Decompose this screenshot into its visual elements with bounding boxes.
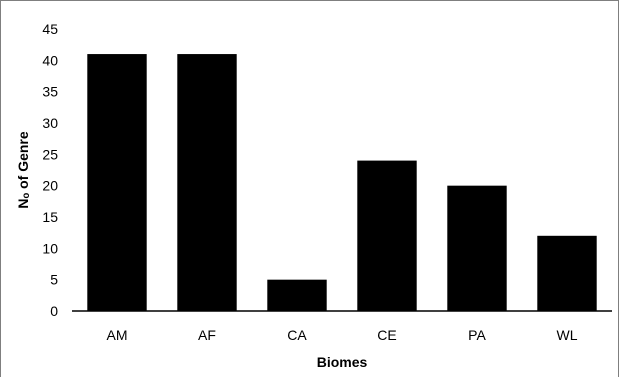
y-tick-label: 35: [42, 84, 58, 100]
x-tick-label: PA: [468, 327, 486, 343]
bars: [87, 54, 597, 312]
x-axis-title: Biomes: [317, 354, 368, 370]
bar-am: [87, 54, 147, 312]
y-tick-label: 30: [42, 115, 58, 131]
x-tick-label: CE: [377, 327, 396, 343]
y-axis-title: Nₒ of Genre: [15, 131, 31, 209]
y-tick-label: 25: [42, 146, 58, 162]
bar-af: [177, 54, 237, 312]
bar-ce: [357, 160, 417, 311]
y-axis-ticks: 0 5 10 15 20 25 30 35 40 45: [42, 21, 58, 319]
y-tick-label: 5: [50, 272, 58, 288]
y-tick-label: 0: [50, 303, 58, 319]
y-tick-label: 15: [42, 209, 58, 225]
y-tick-label: 10: [42, 240, 58, 256]
x-tick-label: WL: [557, 327, 578, 343]
x-axis-ticks: AM AF CA CE PA WL: [107, 327, 578, 343]
bar-wl: [537, 235, 597, 311]
bar-pa: [447, 185, 507, 311]
y-tick-label: 40: [42, 52, 58, 68]
x-tick-label: AM: [107, 327, 128, 343]
x-tick-label: AF: [198, 327, 216, 343]
x-tick-label: CA: [287, 327, 307, 343]
y-tick-label: 20: [42, 178, 58, 194]
y-tick-label: 45: [42, 21, 58, 37]
bar-ca: [267, 279, 327, 311]
